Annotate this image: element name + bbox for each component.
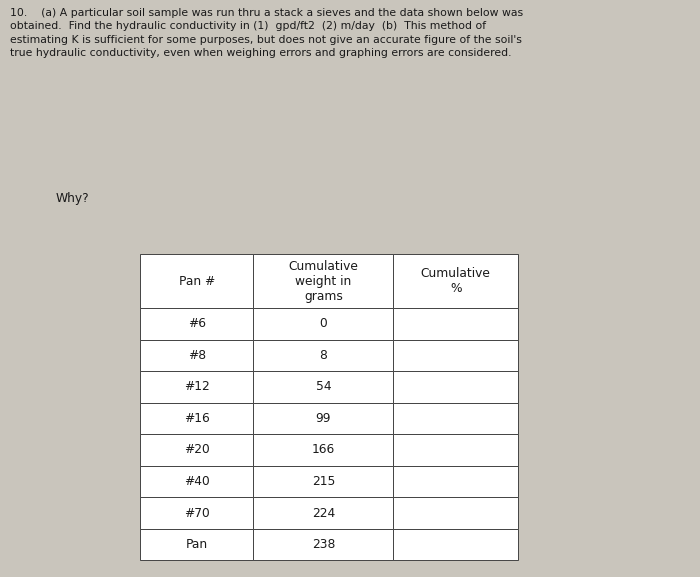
Text: Pan: Pan: [186, 538, 208, 551]
Bar: [253, 371, 393, 403]
Text: Cumulative
%: Cumulative %: [421, 267, 491, 295]
Bar: [253, 339, 393, 371]
Text: 54: 54: [316, 380, 331, 394]
Text: 166: 166: [312, 444, 335, 456]
Bar: [393, 254, 518, 308]
Text: #8: #8: [188, 349, 206, 362]
Bar: [253, 403, 393, 434]
Text: Why?: Why?: [56, 192, 90, 205]
Bar: [140, 403, 253, 434]
Text: #20: #20: [184, 444, 209, 456]
Bar: [140, 434, 253, 466]
Bar: [253, 466, 393, 497]
Bar: [393, 371, 518, 403]
Bar: [253, 308, 393, 339]
Bar: [253, 254, 393, 308]
Bar: [253, 497, 393, 529]
Bar: [393, 434, 518, 466]
Bar: [140, 529, 253, 560]
Text: #12: #12: [184, 380, 209, 394]
Text: 99: 99: [316, 412, 331, 425]
Bar: [140, 308, 253, 339]
Bar: [140, 254, 253, 308]
Bar: [393, 308, 518, 339]
Bar: [393, 466, 518, 497]
Text: #70: #70: [184, 507, 209, 520]
Text: 10.    (a) A particular soil sample was run thru a stack a sieves and the data s: 10. (a) A particular soil sample was run…: [10, 8, 524, 58]
Bar: [393, 403, 518, 434]
Text: 215: 215: [312, 475, 335, 488]
Text: #16: #16: [184, 412, 209, 425]
Text: 0: 0: [319, 317, 327, 330]
Text: #40: #40: [184, 475, 209, 488]
Bar: [140, 339, 253, 371]
Text: #6: #6: [188, 317, 206, 330]
Bar: [393, 339, 518, 371]
Text: 8: 8: [319, 349, 328, 362]
Bar: [393, 529, 518, 560]
Bar: [253, 529, 393, 560]
Text: 224: 224: [312, 507, 335, 520]
Bar: [140, 371, 253, 403]
Text: Pan #: Pan #: [178, 275, 215, 287]
Bar: [393, 497, 518, 529]
Text: 238: 238: [312, 538, 335, 551]
Bar: [140, 497, 253, 529]
Text: Cumulative
weight in
grams: Cumulative weight in grams: [288, 260, 358, 302]
Bar: [253, 434, 393, 466]
Bar: [140, 466, 253, 497]
